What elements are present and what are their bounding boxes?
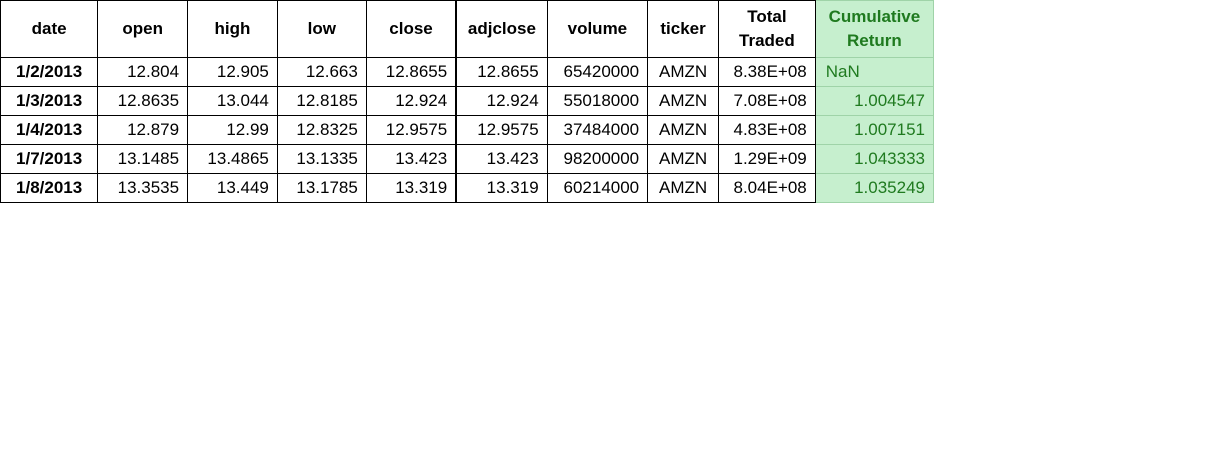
cell-date[interactable]: 1/2/2013 xyxy=(0,57,99,87)
cell-low[interactable]: 13.1335 xyxy=(276,144,367,174)
cell-ticker[interactable]: AMZN xyxy=(647,173,720,203)
cell-high[interactable]: 12.99 xyxy=(187,115,278,145)
cell-high[interactable]: 13.4865 xyxy=(187,144,278,174)
cell-high[interactable]: 13.449 xyxy=(187,173,278,203)
cell-ticker[interactable]: AMZN xyxy=(647,144,720,174)
header-adjclose[interactable]: adjclose xyxy=(455,0,548,58)
cell-ticker[interactable]: AMZN xyxy=(647,57,720,87)
cell-adjclose[interactable]: 12.924 xyxy=(455,86,548,116)
cell-cumulative-return[interactable]: 1.035249 xyxy=(814,173,934,203)
cell-total-traded[interactable]: 1.29E+09 xyxy=(718,144,816,174)
cell-adjclose[interactable]: 13.319 xyxy=(455,173,548,203)
cell-volume[interactable]: 98200000 xyxy=(546,144,649,174)
cell-open[interactable]: 12.879 xyxy=(97,115,189,145)
cell-date[interactable]: 1/4/2013 xyxy=(0,115,99,145)
header-open[interactable]: open xyxy=(97,0,189,58)
header-close[interactable]: close xyxy=(365,0,457,58)
header-high[interactable]: high xyxy=(187,0,278,58)
cell-high[interactable]: 12.905 xyxy=(187,57,278,87)
cell-adjclose[interactable]: 12.8655 xyxy=(455,57,548,87)
cell-date[interactable]: 1/3/2013 xyxy=(0,86,99,116)
header-low[interactable]: low xyxy=(276,0,367,58)
cell-cumulative-return[interactable]: 1.007151 xyxy=(814,115,934,145)
cell-open[interactable]: 12.8635 xyxy=(97,86,189,116)
cell-low[interactable]: 13.1785 xyxy=(276,173,367,203)
cell-total-traded[interactable]: 8.04E+08 xyxy=(718,173,816,203)
header-date[interactable]: date xyxy=(0,0,99,58)
cell-ticker[interactable]: AMZN xyxy=(647,86,720,116)
table-row: 1/4/2013 12.879 12.99 12.8325 12.9575 12… xyxy=(0,115,934,145)
cell-total-traded[interactable]: 7.08E+08 xyxy=(718,86,816,116)
cell-date[interactable]: 1/8/2013 xyxy=(0,173,99,203)
cell-date[interactable]: 1/7/2013 xyxy=(0,144,99,174)
cell-cumulative-return[interactable]: 1.043333 xyxy=(814,144,934,174)
header-row: date open high low close adjclose volume… xyxy=(0,0,934,58)
cell-close[interactable]: 13.423 xyxy=(365,144,457,174)
cell-total-traded[interactable]: 4.83E+08 xyxy=(718,115,816,145)
cell-volume[interactable]: 65420000 xyxy=(546,57,649,87)
cell-close[interactable]: 12.8655 xyxy=(365,57,457,87)
cell-open[interactable]: 13.1485 xyxy=(97,144,189,174)
cell-adjclose[interactable]: 13.423 xyxy=(455,144,548,174)
cell-low[interactable]: 12.8185 xyxy=(276,86,367,116)
cell-close[interactable]: 13.319 xyxy=(365,173,457,203)
cell-volume[interactable]: 60214000 xyxy=(546,173,649,203)
cell-low[interactable]: 12.663 xyxy=(276,57,367,87)
header-total-traded[interactable]: Total Traded xyxy=(718,0,816,58)
cell-close[interactable]: 12.924 xyxy=(365,86,457,116)
cell-ticker[interactable]: AMZN xyxy=(647,115,720,145)
cell-adjclose[interactable]: 12.9575 xyxy=(455,115,548,145)
data-table: date open high low close adjclose volume… xyxy=(0,0,934,203)
cell-open[interactable]: 12.804 xyxy=(97,57,189,87)
cell-open[interactable]: 13.3535 xyxy=(97,173,189,203)
table-row: 1/2/2013 12.804 12.905 12.663 12.8655 12… xyxy=(0,57,934,87)
table-row: 1/3/2013 12.8635 13.044 12.8185 12.924 1… xyxy=(0,86,934,116)
spreadsheet-region: date open high low close adjclose volume… xyxy=(0,0,934,205)
header-volume[interactable]: volume xyxy=(546,0,649,58)
header-cumulative-return[interactable]: Cumulative Return xyxy=(814,0,934,58)
cell-low[interactable]: 12.8325 xyxy=(276,115,367,145)
table-row: 1/7/2013 13.1485 13.4865 13.1335 13.423 … xyxy=(0,144,934,174)
cell-total-traded[interactable]: 8.38E+08 xyxy=(718,57,816,87)
cell-volume[interactable]: 55018000 xyxy=(546,86,649,116)
table-row: 1/8/2013 13.3535 13.449 13.1785 13.319 1… xyxy=(0,173,934,203)
cell-cumulative-return[interactable]: 1.004547 xyxy=(814,86,934,116)
header-ticker[interactable]: ticker xyxy=(647,0,720,58)
cell-volume[interactable]: 37484000 xyxy=(546,115,649,145)
cell-close[interactable]: 12.9575 xyxy=(365,115,457,145)
cell-high[interactable]: 13.044 xyxy=(187,86,278,116)
cell-cumulative-return[interactable]: NaN xyxy=(814,57,934,87)
